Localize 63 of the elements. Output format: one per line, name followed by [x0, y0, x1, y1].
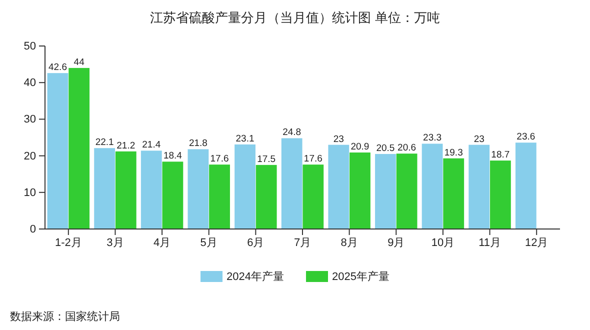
bar — [115, 151, 136, 229]
data-label: 20.6 — [398, 142, 416, 154]
x-tick-label: 9月 — [388, 236, 405, 249]
bar — [515, 142, 536, 229]
x-tick-label: 11月 — [478, 236, 501, 249]
bar — [162, 162, 184, 229]
data-label: 23.1 — [236, 133, 254, 144]
y-tick-label: 10 — [24, 186, 36, 199]
data-label: 20.5 — [376, 142, 395, 154]
bar — [443, 158, 464, 229]
data-label: 21.2 — [116, 140, 136, 152]
bar — [396, 154, 418, 229]
data-label: 17.6 — [304, 154, 322, 165]
data-label: 21.8 — [188, 138, 208, 150]
data-label: 42.6 — [48, 62, 67, 74]
data-label: 18.4 — [163, 150, 182, 162]
chart-title: 江苏省硫酸产量分月（当月值）统计图 单位：万吨 — [150, 10, 440, 25]
x-tick-label: 1-2月 — [54, 236, 82, 249]
data-label: 23.6 — [516, 132, 536, 143]
bar — [140, 150, 162, 229]
bar — [209, 164, 230, 229]
data-label: 20.9 — [350, 142, 370, 153]
bar — [422, 144, 443, 229]
data-label: 23 — [333, 134, 344, 145]
x-tick-label: 5月 — [200, 236, 218, 249]
y-tick-label: 20 — [24, 150, 36, 162]
y-tick-label: 30 — [24, 114, 36, 126]
legend-label: 2024年产量 — [226, 270, 284, 283]
y-tick-label: 50 — [24, 40, 36, 53]
data-label: 18.7 — [491, 150, 510, 161]
y-tick-label: 0 — [30, 224, 36, 236]
data-label: 17.5 — [257, 154, 276, 165]
source-note: 数据来源：国家统计局 — [10, 310, 120, 323]
x-tick-label: 12月 — [524, 236, 548, 249]
bar — [490, 160, 511, 229]
bar — [256, 164, 277, 229]
bar — [375, 154, 396, 229]
bar — [281, 138, 302, 229]
data-label: 19.3 — [444, 147, 463, 158]
data-label: 22.1 — [95, 137, 114, 148]
bar — [47, 73, 68, 229]
bar — [234, 144, 256, 229]
legend-label: 2025年产量 — [332, 270, 390, 283]
x-tick-label: 4月 — [153, 236, 171, 249]
bar — [94, 148, 116, 229]
x-tick-label: 3月 — [106, 236, 124, 249]
x-tick-label: 6月 — [247, 236, 264, 249]
data-label: 44 — [74, 56, 84, 68]
bar — [328, 144, 350, 229]
x-tick-label: 10月 — [431, 236, 455, 249]
y-tick-label: 40 — [24, 77, 36, 90]
bar — [350, 152, 370, 229]
bar — [302, 164, 324, 229]
data-label: 23.3 — [423, 132, 442, 144]
x-tick-label: 8月 — [340, 236, 358, 249]
data-label: 24.8 — [282, 127, 302, 138]
bar — [68, 68, 90, 229]
x-tick-label: 7月 — [294, 236, 312, 249]
bar — [468, 144, 490, 229]
data-label: 23 — [474, 134, 484, 145]
bar — [188, 149, 209, 229]
data-label: 17.6 — [210, 154, 229, 165]
data-label: 21.4 — [142, 140, 161, 151]
